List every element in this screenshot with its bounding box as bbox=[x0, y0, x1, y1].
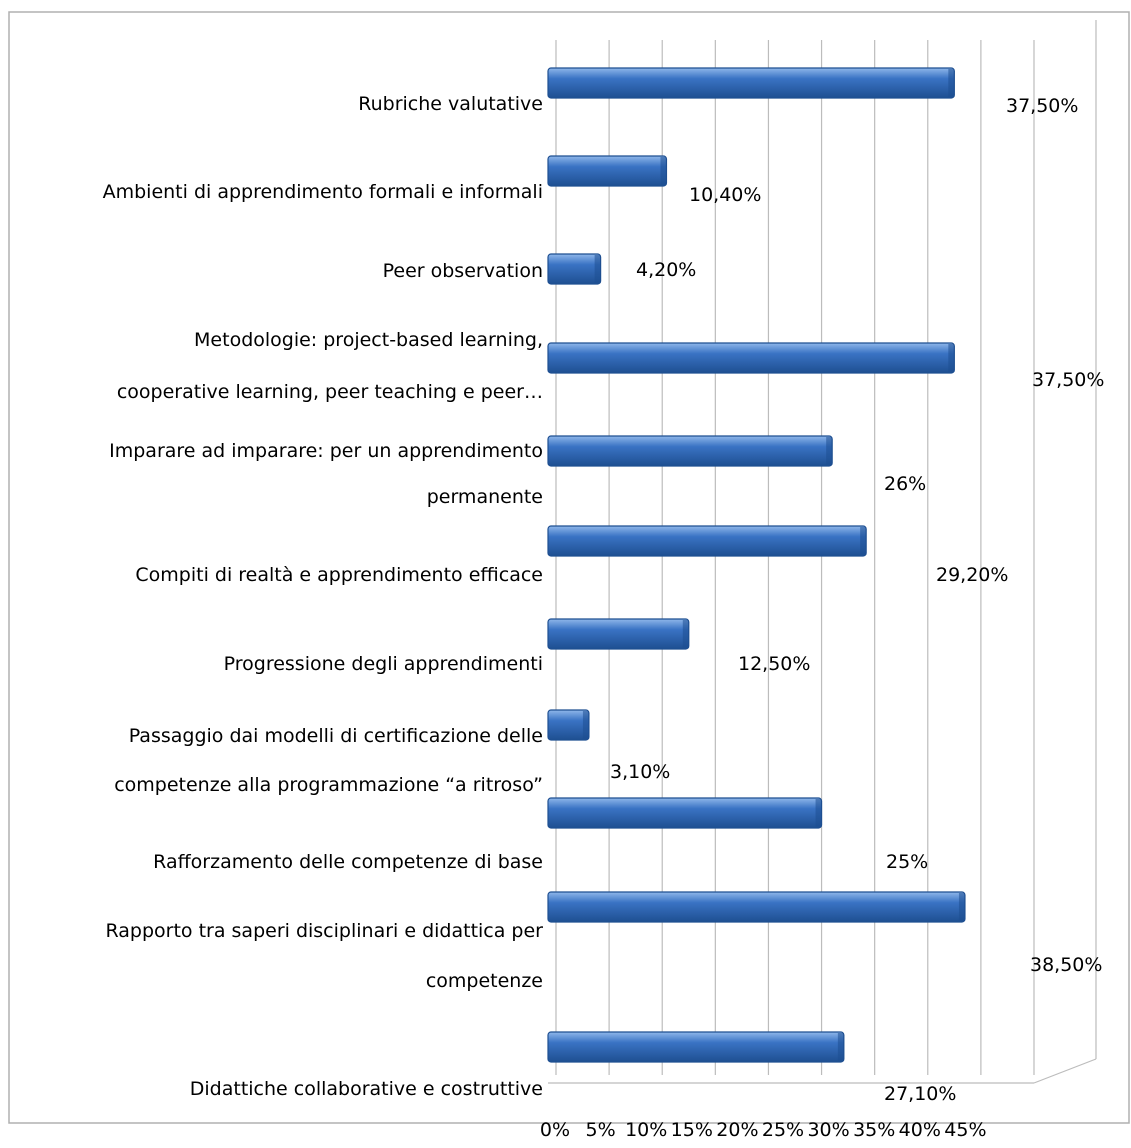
bar bbox=[547, 618, 690, 650]
value-label: 25% bbox=[886, 851, 928, 873]
category-label: Ambienti di apprendimento formali e info… bbox=[103, 181, 543, 203]
value-label: 10,40% bbox=[689, 184, 761, 206]
category-label: cooperative learning, peer teaching e pe… bbox=[117, 381, 543, 403]
category-label: competenze bbox=[426, 970, 543, 992]
x-tick-label: 10% bbox=[625, 1119, 667, 1141]
bar bbox=[547, 435, 833, 467]
bar bbox=[547, 253, 602, 285]
value-label: 37,50% bbox=[1032, 369, 1104, 391]
bar bbox=[547, 342, 955, 374]
value-labels: 37,50% 10,40% 4,20% 37,50% 26% 29,20% 12,50% 3,… bbox=[610, 95, 1104, 1105]
category-label: Metodologie: project-based learning, bbox=[194, 329, 543, 351]
category-labels: Rubriche valutative Ambienti di apprendim… bbox=[103, 93, 544, 1100]
category-label: Imparare ad imparare: per un apprendimen… bbox=[109, 440, 543, 462]
category-label: Rubriche valutative bbox=[358, 93, 543, 115]
bar bbox=[547, 525, 867, 557]
category-label: Passaggio dai modelli di certificazione … bbox=[129, 725, 543, 747]
outer-frame bbox=[8, 11, 1130, 1124]
category-label: Progressione degli apprendimenti bbox=[224, 653, 543, 675]
x-tick-label: 35% bbox=[853, 1119, 895, 1141]
value-label: 38,50% bbox=[1030, 954, 1102, 976]
category-label: Rafforzamento delle competenze di base bbox=[153, 851, 543, 873]
value-label: 12,50% bbox=[738, 653, 810, 675]
category-label: competenze alla programmazione “a ritros… bbox=[114, 774, 543, 796]
x-tick-label: 15% bbox=[671, 1119, 713, 1141]
x-tick-label: 30% bbox=[807, 1119, 849, 1141]
category-label: Rapporto tra saperi disciplinari e didat… bbox=[105, 920, 543, 942]
bar bbox=[547, 709, 590, 741]
bar bbox=[547, 1031, 845, 1063]
value-label: 37,50% bbox=[1006, 95, 1078, 117]
category-label: Peer observation bbox=[383, 260, 543, 282]
value-label: 3,10% bbox=[610, 761, 670, 783]
bar bbox=[547, 155, 668, 187]
category-label: Didattiche collaborative e costruttive bbox=[190, 1078, 543, 1100]
x-tick-label: 20% bbox=[716, 1119, 758, 1141]
bar bbox=[547, 67, 955, 99]
axis-floor-depth bbox=[1033, 1058, 1097, 1084]
category-label: permanente bbox=[427, 486, 543, 508]
x-tick-label: 0% bbox=[540, 1119, 570, 1141]
x-axis-tick-labels: 0% 5% 10% 15% 20% 25% 30% 35% 40% 45% bbox=[540, 1119, 987, 1141]
x-tick-label: 40% bbox=[899, 1119, 941, 1141]
bar bbox=[547, 891, 966, 923]
bars bbox=[547, 67, 966, 1063]
x-tick-label: 45% bbox=[944, 1119, 986, 1141]
value-label: 29,20% bbox=[936, 564, 1008, 586]
value-label: 26% bbox=[884, 473, 926, 495]
value-label: 4,20% bbox=[636, 259, 696, 281]
value-label: 27,10% bbox=[884, 1083, 956, 1105]
category-label: Compiti di realtà e apprendimento effica… bbox=[135, 564, 543, 586]
x-tick-label: 5% bbox=[586, 1119, 616, 1141]
x-tick-label: 25% bbox=[762, 1119, 804, 1141]
chart-frame bbox=[8, 11, 1130, 1124]
bar bbox=[547, 797, 823, 829]
